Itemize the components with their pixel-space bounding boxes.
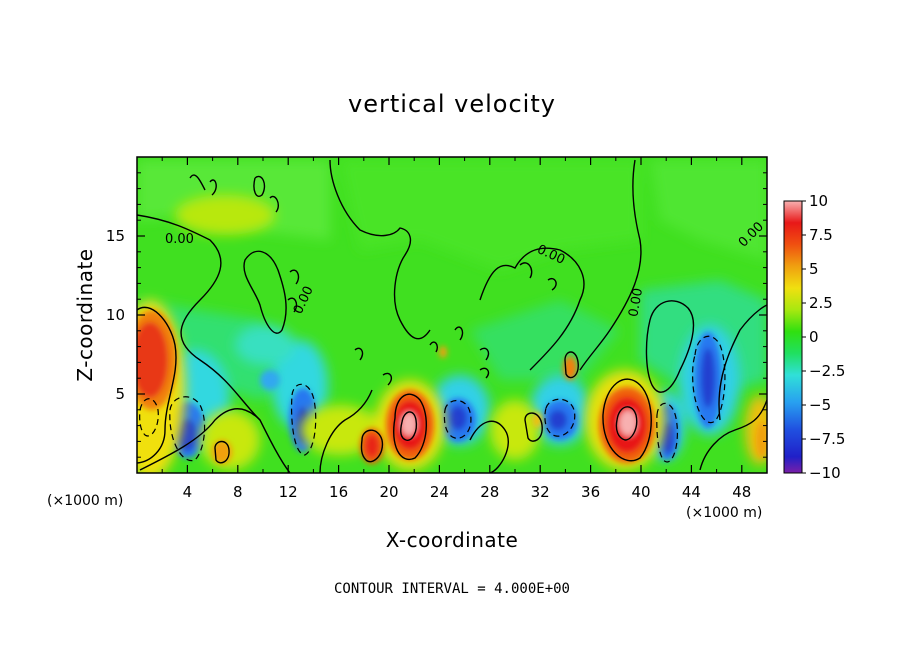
colorbar-tick-label: 0 xyxy=(809,328,819,346)
colorbar-tick-label: −2.5 xyxy=(809,362,845,380)
x-tick-label: 8 xyxy=(233,483,243,501)
colorbar-tick-label: −7.5 xyxy=(809,430,845,448)
contour-interval-note: CONTOUR INTERVAL = 4.000E+00 xyxy=(334,581,570,597)
x-tick-label: 36 xyxy=(581,483,600,501)
x-unit-note-left: (×1000 m) xyxy=(47,493,123,509)
x-tick-label: 12 xyxy=(279,483,298,501)
x-tick-label: 44 xyxy=(682,483,701,501)
colorbar xyxy=(783,200,803,474)
colorbar-ticks: 10 7.5 5 2.5 0 −2.5 −5 −7.5 −10 xyxy=(802,192,845,482)
y-axis: 5 10 15 xyxy=(106,172,767,458)
colorbar-tick-label: −5 xyxy=(809,396,831,414)
x-tick-label: 16 xyxy=(329,483,348,501)
x-unit-note-right: (×1000 m) xyxy=(686,505,762,521)
x-tick-label: 40 xyxy=(631,483,650,501)
x-tick-label: 24 xyxy=(430,483,449,501)
colorbar-tick-label: 5 xyxy=(809,260,819,278)
contour-label: 0.00 xyxy=(165,232,194,247)
colorbar-tick-label: 10 xyxy=(809,192,828,210)
x-tick-label: 32 xyxy=(531,483,550,501)
x-tick-label: 20 xyxy=(379,483,398,501)
x-tick-label: 48 xyxy=(732,483,751,501)
x-axis-label: X-coordinate xyxy=(386,528,519,552)
heatmap-field: 0.00 0.00 0.00 0.00 0.00 xyxy=(137,157,767,473)
colorbar-tick-label: 7.5 xyxy=(809,226,833,244)
y-tick-label: 10 xyxy=(106,306,125,324)
y-tick-label: 5 xyxy=(115,385,125,403)
y-tick-label: 15 xyxy=(106,227,125,245)
x-tick-label: 28 xyxy=(480,483,499,501)
chart-title: vertical velocity xyxy=(348,90,556,118)
y-axis-label: Z-coordinate xyxy=(73,248,97,381)
x-axis: 4 8 12 16 20 24 28 32 36 40 44 48 xyxy=(161,157,751,501)
colorbar-tick-label: −10 xyxy=(809,464,841,482)
x-tick-label: 4 xyxy=(183,483,193,501)
contour-label: 0.00 xyxy=(626,287,646,318)
colorbar-tick-label: 2.5 xyxy=(809,294,833,312)
